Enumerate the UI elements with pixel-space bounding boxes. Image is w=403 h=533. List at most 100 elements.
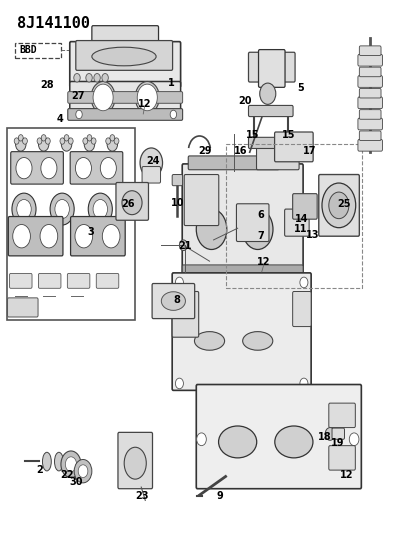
FancyBboxPatch shape — [274, 132, 313, 162]
FancyBboxPatch shape — [358, 140, 382, 151]
Circle shape — [179, 240, 187, 251]
Ellipse shape — [124, 447, 146, 479]
FancyBboxPatch shape — [196, 384, 361, 489]
Circle shape — [74, 459, 92, 483]
FancyBboxPatch shape — [118, 432, 152, 489]
Bar — [15, 43, 61, 58]
Text: 28: 28 — [40, 80, 54, 90]
Text: BBD: BBD — [20, 45, 37, 55]
FancyBboxPatch shape — [293, 193, 317, 219]
Text: 27: 27 — [71, 91, 85, 101]
Text: 23: 23 — [135, 491, 149, 501]
FancyBboxPatch shape — [332, 428, 345, 439]
Circle shape — [55, 199, 69, 219]
Ellipse shape — [195, 332, 224, 350]
Circle shape — [76, 110, 82, 119]
FancyBboxPatch shape — [359, 131, 381, 141]
Circle shape — [16, 138, 26, 151]
FancyBboxPatch shape — [10, 273, 32, 288]
Circle shape — [61, 138, 72, 151]
Circle shape — [83, 138, 88, 144]
Ellipse shape — [275, 426, 313, 458]
FancyBboxPatch shape — [359, 88, 381, 98]
FancyBboxPatch shape — [188, 156, 279, 169]
Bar — [226, 144, 362, 288]
Ellipse shape — [122, 191, 142, 215]
Circle shape — [41, 158, 57, 179]
Circle shape — [329, 192, 349, 219]
Text: 12: 12 — [138, 99, 151, 109]
FancyBboxPatch shape — [259, 50, 285, 87]
Circle shape — [140, 148, 162, 177]
Text: 3: 3 — [88, 227, 94, 237]
FancyBboxPatch shape — [11, 152, 63, 184]
Circle shape — [64, 135, 69, 141]
Circle shape — [13, 224, 30, 248]
Circle shape — [100, 158, 116, 179]
FancyBboxPatch shape — [319, 174, 359, 236]
Circle shape — [325, 427, 335, 440]
Circle shape — [175, 378, 183, 389]
Circle shape — [75, 158, 91, 179]
Ellipse shape — [42, 453, 51, 471]
Text: 21: 21 — [178, 241, 191, 251]
FancyBboxPatch shape — [8, 298, 38, 317]
FancyBboxPatch shape — [182, 164, 303, 273]
Circle shape — [197, 433, 206, 446]
Text: 6: 6 — [258, 211, 264, 221]
FancyBboxPatch shape — [70, 42, 181, 87]
Text: 30: 30 — [69, 477, 83, 487]
FancyBboxPatch shape — [249, 106, 293, 117]
Circle shape — [300, 378, 308, 389]
Text: 12: 12 — [257, 257, 270, 267]
Text: 10: 10 — [170, 198, 184, 208]
FancyBboxPatch shape — [249, 138, 293, 149]
Text: 5: 5 — [298, 83, 305, 93]
Circle shape — [74, 74, 80, 82]
Circle shape — [349, 433, 359, 446]
Circle shape — [65, 457, 77, 472]
FancyBboxPatch shape — [68, 92, 183, 103]
FancyBboxPatch shape — [257, 143, 299, 169]
Ellipse shape — [66, 453, 75, 471]
Ellipse shape — [92, 47, 156, 66]
Circle shape — [37, 138, 42, 144]
Bar — [7, 128, 135, 320]
Text: 11: 11 — [294, 224, 308, 235]
Circle shape — [196, 209, 227, 249]
FancyBboxPatch shape — [172, 174, 183, 185]
Circle shape — [75, 224, 93, 248]
Circle shape — [243, 209, 273, 249]
Circle shape — [135, 82, 159, 114]
Circle shape — [19, 135, 23, 141]
Circle shape — [175, 277, 183, 288]
FancyBboxPatch shape — [70, 82, 181, 114]
Circle shape — [69, 138, 73, 144]
FancyBboxPatch shape — [116, 182, 148, 220]
Circle shape — [322, 183, 356, 228]
FancyBboxPatch shape — [142, 166, 160, 183]
FancyBboxPatch shape — [359, 110, 381, 119]
Text: 29: 29 — [198, 146, 212, 156]
FancyBboxPatch shape — [92, 26, 158, 45]
Circle shape — [110, 135, 115, 141]
Circle shape — [260, 83, 276, 104]
Circle shape — [102, 74, 108, 82]
Circle shape — [46, 138, 50, 144]
Text: 1: 1 — [168, 78, 175, 88]
Circle shape — [38, 138, 49, 151]
Circle shape — [61, 451, 81, 478]
Circle shape — [87, 135, 92, 141]
Circle shape — [170, 110, 177, 119]
Circle shape — [88, 193, 112, 225]
Text: 8: 8 — [173, 295, 180, 305]
FancyBboxPatch shape — [329, 446, 355, 470]
FancyBboxPatch shape — [293, 292, 311, 327]
Text: 20: 20 — [238, 95, 251, 106]
Text: 26: 26 — [122, 199, 135, 209]
Circle shape — [91, 82, 115, 114]
Text: 4: 4 — [57, 114, 64, 124]
Text: 18: 18 — [318, 432, 332, 442]
Text: 12: 12 — [340, 470, 354, 480]
FancyBboxPatch shape — [70, 152, 123, 184]
